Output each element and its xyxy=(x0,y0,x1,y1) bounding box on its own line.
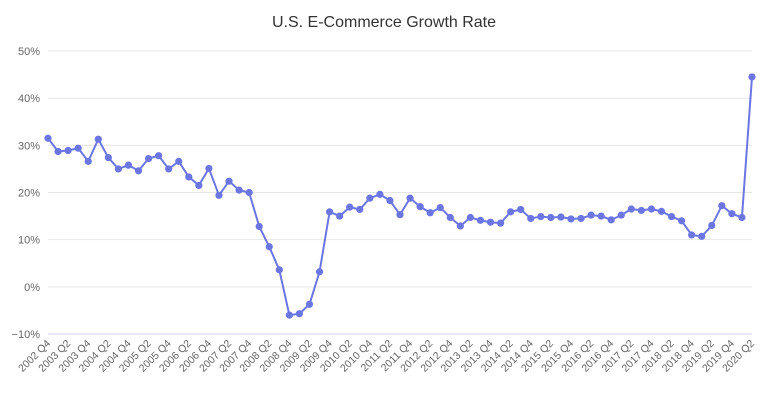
data-point[interactable] xyxy=(597,212,605,220)
data-point[interactable] xyxy=(446,213,454,222)
data-point[interactable] xyxy=(557,213,565,221)
data-point[interactable] xyxy=(235,186,243,194)
data-point[interactable] xyxy=(617,211,625,219)
data-point[interactable] xyxy=(547,213,555,222)
data-point[interactable] xyxy=(295,310,304,318)
data-point[interactable] xyxy=(708,221,716,230)
data-point[interactable] xyxy=(305,300,314,308)
data-point[interactable] xyxy=(185,173,193,181)
data-point[interactable] xyxy=(376,190,384,198)
data-point[interactable] xyxy=(637,206,645,215)
data-point[interactable] xyxy=(315,268,324,276)
data-point[interactable] xyxy=(275,266,283,274)
data-point[interactable] xyxy=(366,194,374,202)
data-point[interactable] xyxy=(688,231,696,239)
data-point[interactable] xyxy=(698,232,706,240)
data-point[interactable] xyxy=(165,165,173,173)
y-tick-label: 0% xyxy=(24,282,40,294)
data-point[interactable] xyxy=(175,157,183,165)
data-point[interactable] xyxy=(748,73,756,81)
data-point[interactable] xyxy=(667,212,676,221)
data-point[interactable] xyxy=(416,203,424,211)
y-tick-label: 20% xyxy=(18,188,40,200)
data-point[interactable] xyxy=(738,213,746,222)
data-point[interactable] xyxy=(456,222,464,230)
data-point[interactable] xyxy=(285,311,293,319)
data-point[interactable] xyxy=(476,216,485,224)
y-tick-label: 40% xyxy=(18,93,40,105)
data-point[interactable] xyxy=(215,191,223,199)
data-point[interactable] xyxy=(104,153,112,162)
data-point[interactable] xyxy=(426,209,434,217)
data-point[interactable] xyxy=(124,161,133,169)
data-point[interactable] xyxy=(567,215,575,223)
data-point[interactable] xyxy=(64,146,72,155)
data-point[interactable] xyxy=(255,222,263,231)
data-point[interactable] xyxy=(386,196,394,205)
data-point[interactable] xyxy=(134,167,143,175)
data-point[interactable] xyxy=(657,207,666,215)
chart-title: U.S. E-Commerce Growth Rate xyxy=(271,14,497,31)
data-point[interactable] xyxy=(647,205,656,213)
data-point[interactable] xyxy=(74,144,82,152)
data-point[interactable] xyxy=(84,157,92,165)
data-point[interactable] xyxy=(466,213,474,222)
data-point[interactable] xyxy=(496,219,505,227)
data-point[interactable] xyxy=(486,218,495,226)
y-tick-label: 10% xyxy=(18,235,40,247)
data-point[interactable] xyxy=(517,205,525,214)
data-point[interactable] xyxy=(44,134,52,142)
data-point[interactable] xyxy=(265,243,273,251)
data-point[interactable] xyxy=(507,208,515,216)
data-point[interactable] xyxy=(225,177,233,185)
data-point[interactable] xyxy=(527,214,535,223)
data-point[interactable] xyxy=(155,152,163,160)
data-point[interactable] xyxy=(114,165,122,173)
series-line xyxy=(47,76,753,317)
y-tick-label: 50% xyxy=(18,46,40,58)
data-point[interactable] xyxy=(54,147,62,156)
data-point[interactable] xyxy=(195,181,203,190)
data-point[interactable] xyxy=(537,212,545,221)
data-point[interactable] xyxy=(406,194,414,202)
data-point[interactable] xyxy=(678,217,686,225)
data-point[interactable] xyxy=(718,202,726,210)
data-point[interactable] xyxy=(396,211,404,219)
data-point[interactable] xyxy=(336,212,344,220)
data-point[interactable] xyxy=(245,188,253,197)
data-point[interactable] xyxy=(607,216,615,224)
data-point[interactable] xyxy=(94,135,102,143)
data-point[interactable] xyxy=(205,164,213,173)
data-point[interactable] xyxy=(356,205,364,214)
data-point[interactable] xyxy=(326,208,334,216)
data-point[interactable] xyxy=(587,211,595,219)
data-point[interactable] xyxy=(436,203,444,212)
data-point[interactable] xyxy=(728,210,736,218)
y-tick-label: −10% xyxy=(12,329,41,341)
data-point[interactable] xyxy=(627,205,635,213)
data-point[interactable] xyxy=(346,203,354,211)
data-point[interactable] xyxy=(577,214,585,223)
data-point[interactable] xyxy=(144,154,153,163)
y-tick-label: 30% xyxy=(18,140,40,152)
